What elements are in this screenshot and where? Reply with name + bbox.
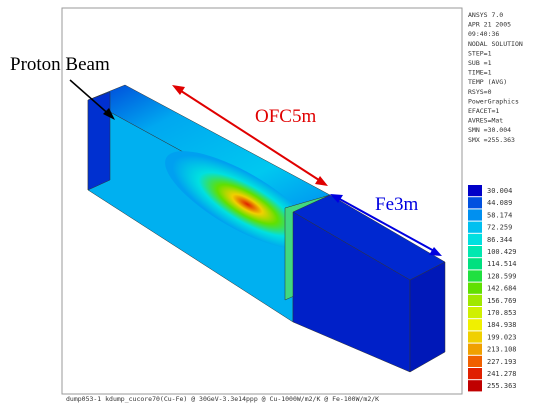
legend-label: 86.344 bbox=[487, 236, 512, 244]
legend-label: 255.363 bbox=[487, 382, 517, 390]
legend-label: 114.514 bbox=[487, 260, 517, 268]
legend-swatch bbox=[468, 258, 482, 269]
info-line: PowerGraphics bbox=[468, 97, 519, 105]
legend-label: 44.089 bbox=[487, 199, 512, 207]
legend-swatch bbox=[468, 222, 482, 233]
legend-label: 142.684 bbox=[487, 285, 517, 293]
legend-swatch bbox=[468, 331, 482, 342]
legend-label: 213.108 bbox=[487, 346, 517, 354]
legend-swatch bbox=[468, 356, 482, 367]
info-line: TEMP (AVG) bbox=[468, 78, 507, 86]
legend-label: 100.429 bbox=[487, 248, 517, 256]
legend-swatch bbox=[468, 234, 482, 245]
legend-label: 58.174 bbox=[487, 211, 512, 219]
info-line: AVRES=Mat bbox=[468, 117, 503, 125]
annotation: OFC5m bbox=[255, 106, 316, 127]
info-line: EFACET=1 bbox=[468, 107, 499, 115]
info-line: RSYS=0 bbox=[468, 88, 492, 96]
legend-swatch bbox=[468, 246, 482, 257]
footer: dump053-1 kdump_cucore70(Cu-Fe) @ 30GeV-… bbox=[66, 395, 379, 403]
info-line: SMN =30.004 bbox=[468, 126, 511, 134]
legend-swatch bbox=[468, 380, 482, 391]
legend-swatch bbox=[468, 283, 482, 294]
legend-label: 170.853 bbox=[487, 309, 517, 317]
legend-label: 72.259 bbox=[487, 224, 512, 232]
legend-swatch bbox=[468, 270, 482, 281]
legend-swatch bbox=[468, 295, 482, 306]
info-line: ANSYS 7.0 bbox=[468, 11, 503, 19]
arrowhead bbox=[172, 85, 185, 95]
legend-swatch bbox=[468, 319, 482, 330]
legend-label: 30.004 bbox=[487, 187, 512, 195]
legend-label: 241.278 bbox=[487, 370, 517, 378]
legend-label: 128.599 bbox=[487, 272, 517, 280]
info-line: NODAL SOLUTION bbox=[468, 40, 523, 48]
legend-swatch bbox=[468, 197, 482, 208]
info-line: SMX =255.363 bbox=[468, 136, 515, 144]
annotation: Fe3m bbox=[375, 194, 419, 215]
info-line: TIME=1 bbox=[468, 69, 492, 77]
legend-swatch bbox=[468, 344, 482, 355]
screenshot: Proton Beam OFC5m Fe3m dump053-1 kdump_c… bbox=[0, 0, 556, 408]
legend-label: 227.193 bbox=[487, 358, 517, 366]
legend-label: 199.023 bbox=[487, 333, 517, 341]
legend-label: 156.769 bbox=[487, 297, 517, 305]
info-line: 09:40:36 bbox=[468, 30, 499, 38]
legend-label: 184.938 bbox=[487, 321, 517, 329]
legend-swatch bbox=[468, 185, 482, 196]
info-line: SUB =1 bbox=[468, 59, 492, 67]
info-line: STEP=1 bbox=[468, 49, 492, 57]
cu-end-face bbox=[88, 92, 110, 190]
annotation: Proton Beam bbox=[10, 54, 110, 75]
arrowhead bbox=[315, 176, 328, 186]
legend-swatch bbox=[468, 209, 482, 220]
fe-end-face bbox=[410, 262, 445, 372]
legend-swatch bbox=[468, 307, 482, 318]
info-line: APR 21 2005 bbox=[468, 21, 511, 29]
legend-swatch bbox=[468, 368, 482, 379]
